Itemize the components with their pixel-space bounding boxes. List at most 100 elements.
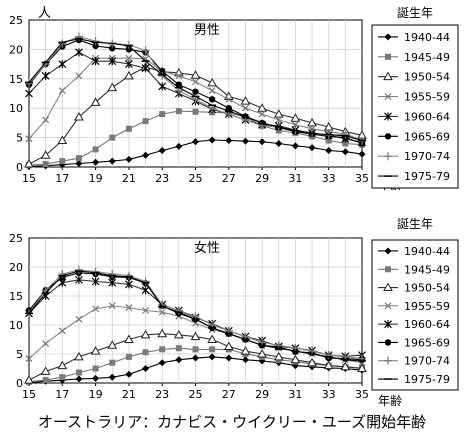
data-point bbox=[225, 105, 232, 112]
data-point bbox=[92, 146, 99, 153]
data-point bbox=[92, 374, 100, 382]
legend-label: 1965-69 bbox=[404, 336, 450, 349]
legend-item: 1940-44 bbox=[378, 245, 450, 258]
legend-item: 1975-79 bbox=[378, 170, 450, 183]
data-point bbox=[342, 140, 349, 147]
data-point bbox=[92, 305, 100, 313]
data-point bbox=[324, 351, 333, 360]
data-point bbox=[175, 72, 183, 80]
data-point bbox=[175, 108, 182, 115]
legend-box bbox=[371, 239, 459, 391]
x-tick-label: 15 bbox=[22, 388, 36, 401]
data-point bbox=[207, 77, 218, 87]
legend-item: 1960-64 bbox=[378, 318, 450, 331]
data-point bbox=[357, 363, 367, 372]
data-point bbox=[323, 122, 334, 131]
data-point bbox=[225, 354, 233, 362]
legend-marker bbox=[384, 320, 392, 329]
data-point bbox=[75, 369, 82, 376]
data-point bbox=[125, 54, 133, 62]
data-point bbox=[107, 82, 118, 92]
legend-item: 1965-69 bbox=[378, 336, 450, 349]
data-point bbox=[58, 87, 66, 94]
data-point bbox=[241, 356, 249, 364]
data-point bbox=[41, 71, 50, 80]
y-axis-label: 人 bbox=[38, 6, 51, 21]
data-point bbox=[273, 351, 284, 361]
legend-item: 1955-59 bbox=[378, 91, 450, 104]
data-point bbox=[192, 88, 199, 95]
data-point bbox=[40, 366, 51, 375]
data-point bbox=[124, 271, 133, 280]
legend-label: 1970-74 bbox=[404, 355, 450, 368]
data-point bbox=[42, 377, 49, 384]
legend-label: 1975-79 bbox=[404, 373, 450, 386]
legend-label: 1965-69 bbox=[404, 130, 450, 143]
data-point bbox=[108, 57, 117, 66]
data-point bbox=[25, 355, 33, 363]
data-point bbox=[24, 159, 34, 168]
legend-item: 1950-54 bbox=[378, 71, 450, 84]
x-tick-label: 17 bbox=[55, 388, 69, 401]
x-tick-label: 29 bbox=[255, 388, 269, 401]
data-point bbox=[142, 349, 149, 356]
data-point bbox=[275, 139, 283, 147]
data-point bbox=[341, 148, 349, 156]
x-axis-label: 年齢 bbox=[378, 393, 402, 408]
legend-box bbox=[371, 24, 459, 189]
data-point bbox=[125, 155, 133, 163]
legend-item: 1940-44 bbox=[378, 31, 450, 44]
data-point bbox=[25, 79, 33, 88]
y-tick-label: 0 bbox=[16, 377, 23, 390]
data-point bbox=[74, 265, 83, 274]
data-point bbox=[258, 110, 266, 118]
legend-label: 1960-64 bbox=[404, 110, 450, 123]
legend-label: 1940-44 bbox=[404, 245, 450, 258]
data-point bbox=[108, 373, 116, 381]
data-point bbox=[90, 346, 101, 355]
data-point bbox=[107, 340, 118, 349]
data-point bbox=[109, 45, 116, 52]
data-point bbox=[291, 142, 299, 150]
chart-title: 男性 bbox=[194, 23, 220, 38]
x-tick-label: 25 bbox=[189, 388, 203, 401]
data-point bbox=[142, 118, 149, 125]
data-point bbox=[124, 70, 134, 80]
data-point bbox=[291, 121, 299, 129]
data-point bbox=[141, 46, 150, 55]
legend-item: 1975-79 bbox=[378, 373, 450, 386]
data-point bbox=[75, 72, 83, 80]
data-point bbox=[25, 89, 33, 98]
data-point bbox=[58, 327, 66, 335]
legend-marker bbox=[383, 71, 393, 81]
legend-marker bbox=[385, 266, 391, 273]
data-point bbox=[273, 109, 284, 118]
data-point bbox=[75, 315, 83, 323]
x-tick-label: 31 bbox=[288, 172, 302, 185]
data-point bbox=[340, 361, 351, 371]
legend-marker bbox=[384, 93, 392, 100]
chart-panel-1: 0 5 10 15 20 25 15 17 19 21 23 25 27 29 31 33 35 年齢 女性 誕生年 1… bbox=[9, 217, 459, 408]
data-point bbox=[125, 353, 132, 360]
data-point bbox=[141, 64, 150, 73]
legend-marker bbox=[384, 112, 392, 121]
data-point bbox=[323, 360, 334, 370]
legend-label: 1955-59 bbox=[404, 300, 450, 313]
x-tick-label: 19 bbox=[89, 388, 103, 401]
data-point bbox=[208, 353, 216, 361]
data-point bbox=[75, 155, 82, 162]
data-point bbox=[74, 112, 84, 121]
legend-marker bbox=[383, 282, 393, 292]
chart-panel-0: 05101520251517192123252729313335人年齢男性誕生年… bbox=[9, 6, 459, 192]
data-point bbox=[207, 334, 218, 343]
legend-label: 1970-74 bbox=[404, 150, 450, 163]
legend-label: 1975-79 bbox=[404, 170, 450, 183]
legend-label: 1945-49 bbox=[404, 51, 450, 64]
legend-label: 1950-54 bbox=[404, 282, 450, 295]
data-point bbox=[159, 346, 166, 353]
series-1940-44 bbox=[25, 136, 366, 170]
y-tick-label: 5 bbox=[16, 348, 23, 361]
data-point bbox=[307, 117, 317, 127]
legend-marker bbox=[385, 53, 391, 60]
data-point bbox=[290, 354, 301, 364]
